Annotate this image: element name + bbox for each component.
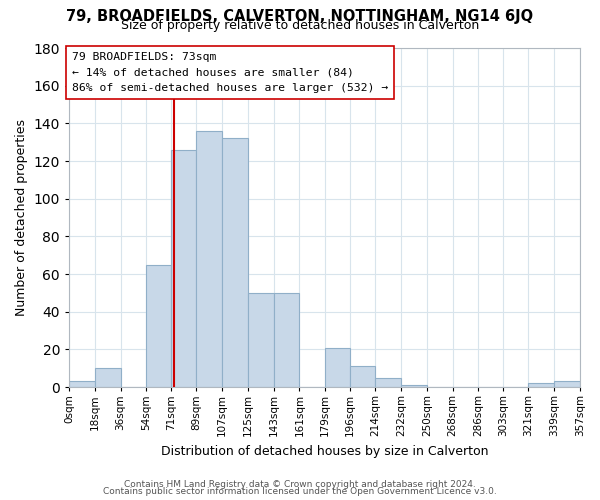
- Text: Contains public sector information licensed under the Open Government Licence v3: Contains public sector information licen…: [103, 487, 497, 496]
- Bar: [95, 368, 121, 387]
- Bar: [554, 382, 580, 387]
- Bar: [325, 348, 350, 387]
- Y-axis label: Number of detached properties: Number of detached properties: [15, 119, 28, 316]
- Text: 79 BROADFIELDS: 73sqm
← 14% of detached houses are smaller (84)
86% of semi-deta: 79 BROADFIELDS: 73sqm ← 14% of detached …: [72, 52, 388, 93]
- Text: 79, BROADFIELDS, CALVERTON, NOTTINGHAM, NG14 6JQ: 79, BROADFIELDS, CALVERTON, NOTTINGHAM, …: [67, 9, 533, 24]
- Bar: [401, 385, 427, 387]
- Bar: [274, 293, 299, 387]
- Text: Size of property relative to detached houses in Calverton: Size of property relative to detached ho…: [121, 19, 479, 32]
- Bar: [350, 366, 376, 387]
- Bar: [248, 293, 274, 387]
- Bar: [196, 131, 222, 387]
- Text: Contains HM Land Registry data © Crown copyright and database right 2024.: Contains HM Land Registry data © Crown c…: [124, 480, 476, 489]
- X-axis label: Distribution of detached houses by size in Calverton: Distribution of detached houses by size …: [161, 444, 488, 458]
- Bar: [376, 378, 401, 387]
- Bar: [222, 138, 248, 387]
- Bar: [69, 382, 95, 387]
- Bar: [529, 384, 554, 387]
- Bar: [170, 150, 196, 387]
- Bar: [146, 264, 170, 387]
